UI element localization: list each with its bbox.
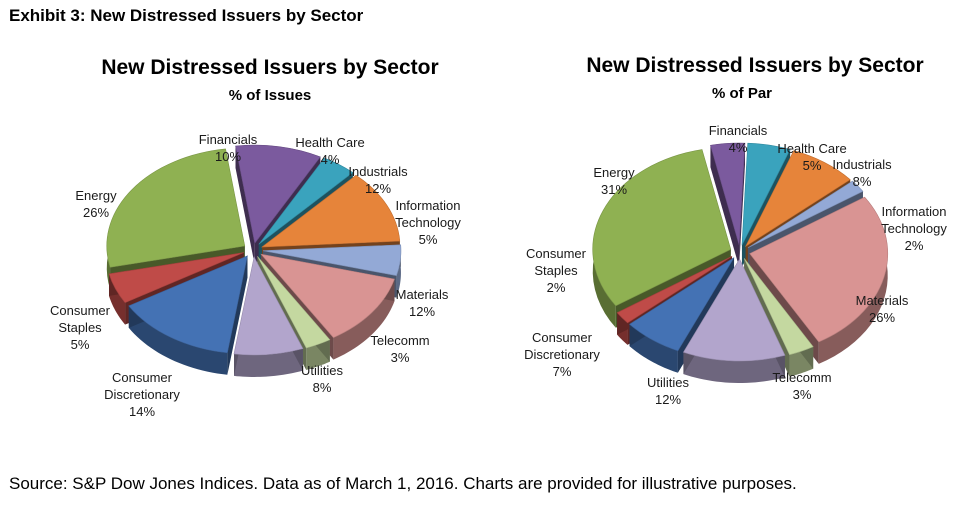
slice-side	[396, 244, 401, 298]
chart-subtitle: % of Par	[712, 85, 772, 102]
label-utilities: Utilities 12%	[647, 375, 689, 407]
pie-slices	[592, 142, 888, 383]
slice-side	[818, 197, 888, 364]
slice-top	[683, 258, 786, 362]
label-information-technology: Information Technology 2%	[881, 204, 947, 253]
slice-materials	[749, 196, 888, 364]
slice-edge	[227, 255, 248, 375]
chart-subtitle: % of Issues	[229, 87, 312, 104]
label-health-care: Health Care 4%	[295, 135, 364, 167]
slice-edge	[710, 145, 740, 268]
label-financials: Financials 10%	[199, 132, 258, 164]
label-telecomm: Telecomm 3%	[370, 333, 429, 365]
slice-consumer-discretionary	[128, 255, 248, 375]
label-materials: Materials 12%	[396, 287, 449, 319]
pie-chart-issues-svg: New Distressed Issuers by Sector % of Is…	[50, 56, 461, 419]
slice-top	[747, 180, 864, 249]
source-note: Source: S&P Dow Jones Indices. Data as o…	[9, 474, 797, 493]
slice-top	[257, 256, 331, 349]
pie-chart-par-svg: New Distressed Issuers by Sector % of Pa…	[524, 54, 947, 407]
slice-top	[592, 149, 732, 307]
slice-top	[741, 142, 791, 246]
label-consumer-staples: Consumer Staples 5%	[50, 303, 111, 352]
pie-chart-par: New Distressed Issuers by Sector % of Pa…	[490, 40, 970, 460]
pie-slices	[106, 144, 402, 377]
slice-top	[743, 258, 814, 356]
slice-top	[260, 253, 395, 338]
label-materials: Materials 26%	[856, 293, 909, 325]
label-consumer-staples: Consumer Staples 2%	[526, 246, 587, 295]
pie-labels: Financials 10% Health Care 4%Industrials 12%…	[50, 132, 461, 419]
label-telecomm: Telecomm 3%	[772, 370, 831, 402]
slice-top	[128, 255, 248, 354]
slice-top	[261, 174, 401, 248]
slice-top	[258, 157, 354, 245]
label-industrials: Industrials 12%	[348, 164, 408, 196]
slice-edge	[739, 143, 745, 268]
exhibit-title: Exhibit 3: New Distressed Issuers by Sec…	[9, 6, 364, 25]
slice-top	[108, 252, 244, 304]
slice-side	[333, 279, 395, 360]
slice-edge	[235, 146, 255, 266]
label-information-technology: Information Technology 5%	[395, 198, 461, 247]
slice-top	[235, 144, 321, 244]
label-health-care: Health Care 5%	[777, 141, 846, 173]
slice-top	[629, 257, 735, 352]
label-utilities: Utilities 8%	[301, 363, 343, 395]
slice-top	[744, 150, 851, 248]
chart-title: New Distressed Issuers by Sector	[586, 54, 923, 77]
slice-top	[262, 244, 402, 276]
slice-top	[616, 255, 733, 324]
pie-labels: Financials 4% Health Care 5% Industrials 8% In…	[524, 123, 947, 407]
label-financials: Financials 4%	[709, 123, 768, 155]
pie-chart-issues: New Distressed Issuers by Sector % of Is…	[0, 40, 480, 460]
label-energy: Energy 31%	[593, 165, 635, 197]
slice-financials	[710, 142, 746, 268]
slice-top	[710, 142, 746, 246]
slice-side	[683, 352, 785, 383]
label-consumer-discretionary: Consumer Discretionary 14%	[104, 370, 180, 419]
slice-utilities	[233, 256, 304, 377]
slice-top	[749, 196, 888, 343]
slice-side	[234, 348, 303, 377]
slice-side	[128, 305, 228, 375]
label-industrials: Industrials 8%	[832, 157, 892, 189]
slice-top	[106, 148, 246, 268]
chart-title: New Distressed Issuers by Sector	[101, 56, 438, 79]
slice-utilities	[683, 258, 786, 383]
slice-top	[233, 256, 304, 356]
label-energy: Energy 26%	[75, 188, 117, 220]
label-consumer-discretionary: Consumer Discretionary 7%	[524, 330, 600, 379]
